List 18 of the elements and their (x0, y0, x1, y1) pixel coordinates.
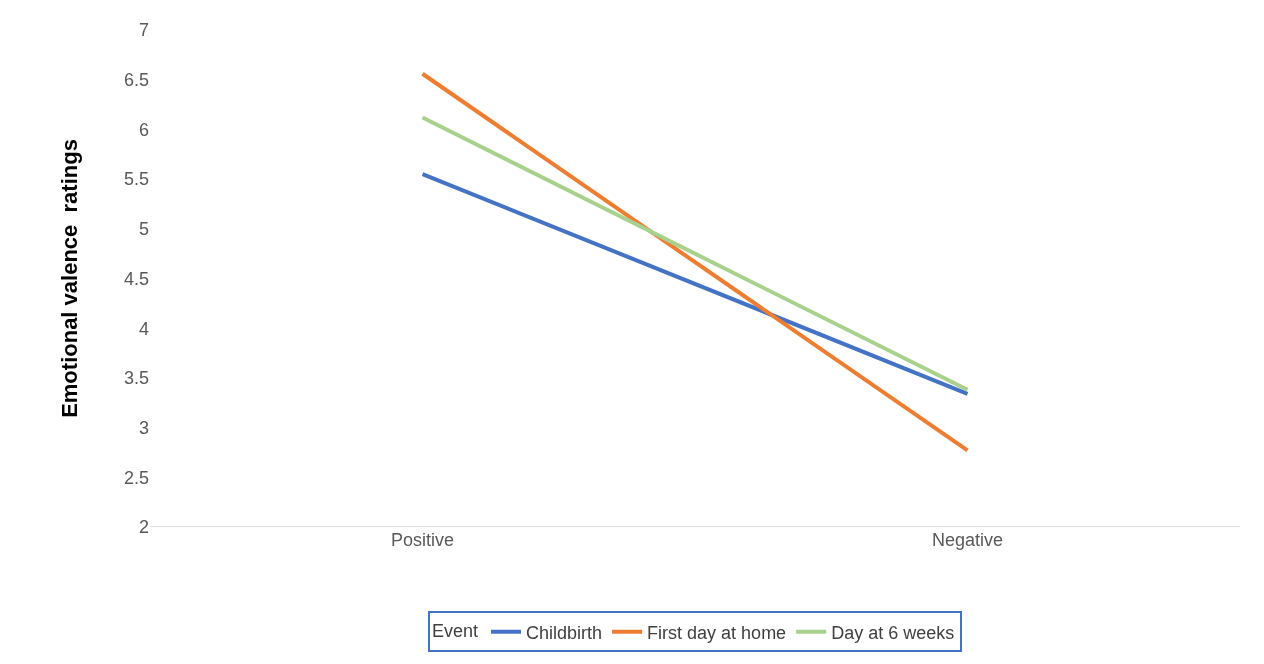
legend-label: Day at 6 weeks (831, 622, 955, 643)
y-tick-label: 7 (138, 20, 149, 41)
y-tick-label: 3 (138, 417, 149, 438)
legend-label: First day at home (647, 622, 787, 643)
legend-label: Childbirth (526, 622, 603, 643)
x-tick-label: Negative (931, 530, 1004, 550)
y-tick-label: 5 (138, 219, 149, 240)
y-tick-label: 2.5 (123, 467, 149, 488)
legend-title: Event (432, 620, 479, 641)
y-tick-label: 3.5 (123, 368, 149, 389)
y-tick-label: 4 (138, 318, 149, 339)
y-tick-label: 6.5 (123, 70, 149, 90)
x-tick-label: Positive (390, 530, 455, 550)
y-tick-label: 4.5 (123, 268, 149, 289)
y-tick-label: 6 (138, 119, 149, 140)
y-tick-label: 2 (138, 517, 149, 538)
y-axis-title: Emotional valence ratings (56, 139, 82, 418)
y-tick-label: 5.5 (123, 169, 149, 190)
